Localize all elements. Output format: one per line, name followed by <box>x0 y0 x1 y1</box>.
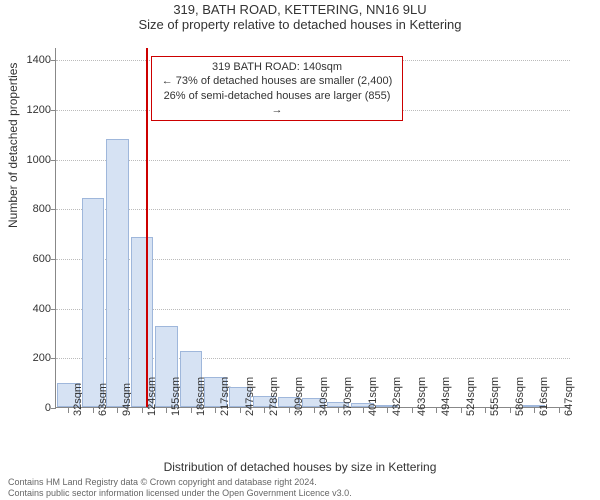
xtick-label: 463sqm <box>416 377 428 416</box>
xtick-label: 370sqm <box>342 377 354 416</box>
xtick-mark <box>215 408 216 413</box>
xtick-mark <box>289 408 290 413</box>
ytick-mark <box>51 110 56 111</box>
x-axis-title: Distribution of detached houses by size … <box>0 460 600 474</box>
histogram-bar <box>82 198 105 407</box>
chart-title-line2: Size of property relative to detached ho… <box>0 17 600 32</box>
footer-line2: Contains public sector information licen… <box>8 488 592 498</box>
ytick-label: 1400 <box>16 54 51 66</box>
chart-footer: Contains HM Land Registry data © Crown c… <box>8 477 592 498</box>
histogram-chart: 319, BATH ROAD, KETTERING, NN16 9LU Size… <box>0 0 600 500</box>
callout-line: 26% of semi-detached houses are larger (… <box>158 89 396 118</box>
xtick-label: 555sqm <box>489 377 501 416</box>
ytick-mark <box>51 160 56 161</box>
ytick-label: 400 <box>16 303 51 315</box>
xtick-label: 432sqm <box>391 377 403 416</box>
xtick-label: 309sqm <box>293 377 305 416</box>
gridline <box>56 160 570 161</box>
xtick-mark <box>117 408 118 413</box>
xtick-mark <box>412 408 413 413</box>
xtick-mark <box>534 408 535 413</box>
xtick-mark <box>559 408 560 413</box>
xtick-mark <box>461 408 462 413</box>
callout-line: 319 BATH ROAD: 140sqm <box>158 60 396 74</box>
ytick-label: 800 <box>16 203 51 215</box>
ytick-mark <box>51 309 56 310</box>
gridline <box>56 209 570 210</box>
ytick-label: 0 <box>16 402 51 414</box>
ytick-mark <box>51 209 56 210</box>
xtick-mark <box>510 408 511 413</box>
xtick-label: 494sqm <box>440 377 452 416</box>
xtick-mark <box>191 408 192 413</box>
xtick-mark <box>93 408 94 413</box>
xtick-mark <box>485 408 486 413</box>
xtick-mark <box>68 408 69 413</box>
xtick-mark <box>436 408 437 413</box>
xtick-label: 616sqm <box>538 377 550 416</box>
xtick-label: 647sqm <box>563 377 575 416</box>
ytick-label: 1000 <box>16 154 51 166</box>
ytick-mark <box>51 259 56 260</box>
xtick-mark <box>166 408 167 413</box>
xtick-mark <box>314 408 315 413</box>
xtick-mark <box>387 408 388 413</box>
xtick-mark <box>240 408 241 413</box>
xtick-label: 524sqm <box>465 377 477 416</box>
footer-line1: Contains HM Land Registry data © Crown c… <box>8 477 592 487</box>
xtick-label: 401sqm <box>367 377 379 416</box>
plot-area: 020040060080010001200140032sqm63sqm94sqm… <box>55 48 570 408</box>
chart-title-line1: 319, BATH ROAD, KETTERING, NN16 9LU <box>0 2 600 17</box>
ytick-label: 600 <box>16 253 51 265</box>
histogram-bar <box>106 139 129 407</box>
xtick-label: 586sqm <box>514 377 526 416</box>
xtick-mark <box>142 408 143 413</box>
ytick-label: 200 <box>16 352 51 364</box>
xtick-mark <box>338 408 339 413</box>
callout-line: ← 73% of detached houses are smaller (2,… <box>158 74 396 88</box>
ytick-mark <box>51 408 56 409</box>
xtick-label: 340sqm <box>318 377 330 416</box>
ytick-label: 1200 <box>16 104 51 116</box>
callout-box: 319 BATH ROAD: 140sqm← 73% of detached h… <box>151 56 403 121</box>
ytick-mark <box>51 358 56 359</box>
reference-line <box>146 48 148 407</box>
xtick-mark <box>264 408 265 413</box>
ytick-mark <box>51 60 56 61</box>
chart-title-block: 319, BATH ROAD, KETTERING, NN16 9LU Size… <box>0 0 600 32</box>
xtick-mark <box>363 408 364 413</box>
